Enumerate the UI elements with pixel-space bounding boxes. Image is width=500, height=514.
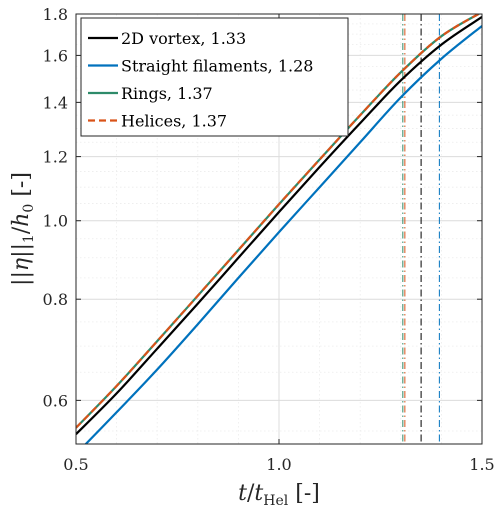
y-tick-label: 1.6 bbox=[43, 46, 68, 65]
x-axis-label: t/tHel [-] bbox=[238, 481, 320, 509]
legend-label: Rings, 1.37 bbox=[121, 84, 213, 103]
x-tick-label: 1.5 bbox=[469, 455, 494, 474]
axis-ticks bbox=[75, 13, 483, 444]
legend-label: Straight filaments, 1.28 bbox=[121, 57, 313, 76]
x-tick-label: 0.5 bbox=[63, 455, 88, 474]
x-tick-label: 1.0 bbox=[266, 455, 291, 474]
x-tick-labels: 0.5 1.0 1.5 bbox=[63, 455, 494, 474]
legend-label: Helices, 1.37 bbox=[121, 112, 227, 131]
vertical-markers bbox=[402, 14, 440, 444]
y-tick-labels: 0.6 0.8 1.0 1.2 1.4 1.6 1.8 bbox=[43, 5, 68, 410]
y-tick-label: 1.8 bbox=[43, 5, 68, 24]
legend: 2D vortex, 1.33 Straight filaments, 1.28 R… bbox=[80, 17, 349, 137]
series-line bbox=[76, 14, 481, 429]
y-axis-label: ||η||1/h0 [-] bbox=[9, 172, 37, 286]
y-tick-label: 1.2 bbox=[43, 148, 68, 167]
series-line bbox=[76, 16, 482, 435]
series-lines bbox=[76, 14, 482, 444]
legend-label: 2D vortex, 1.33 bbox=[121, 29, 246, 48]
legend-box bbox=[80, 17, 349, 137]
y-tick-label: 0.6 bbox=[43, 391, 68, 410]
y-tick-label: 0.8 bbox=[43, 290, 68, 309]
y-tick-label: 1.4 bbox=[43, 93, 68, 112]
y-tick-label: 1.0 bbox=[43, 212, 68, 231]
series-line bbox=[84, 25, 482, 444]
